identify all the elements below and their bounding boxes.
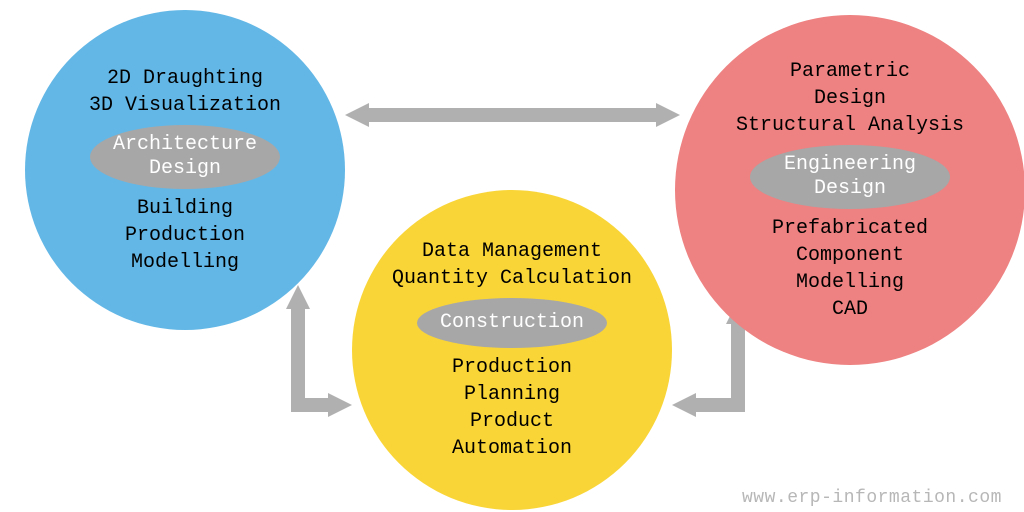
architecture-top-text: 2D Draughting 3D Visualization (89, 65, 281, 119)
engineering-bottom-text: Prefabricated Component Modelling CAD (772, 215, 928, 323)
construction-label: Construction (417, 298, 607, 348)
architecture-design-label: Architecture Design (90, 125, 280, 189)
construction-top-text: Data Management Quantity Calculation (392, 238, 632, 292)
architecture-bottom-text: Building Production Modelling (125, 195, 245, 276)
engineering-design-label: Engineering Design (750, 145, 950, 209)
engineering-design-node: Parametric Design Structural Analysis En… (675, 15, 1024, 365)
construction-bottom-text: Production Planning Product Automation (452, 354, 572, 462)
engineering-top-text: Parametric Design Structural Analysis (736, 58, 964, 139)
construction-node: Data Management Quantity Calculation Con… (352, 190, 672, 510)
watermark-text: www.erp-information.com (742, 488, 1002, 508)
architecture-design-node: 2D Draughting 3D Visualization Architect… (25, 10, 345, 330)
